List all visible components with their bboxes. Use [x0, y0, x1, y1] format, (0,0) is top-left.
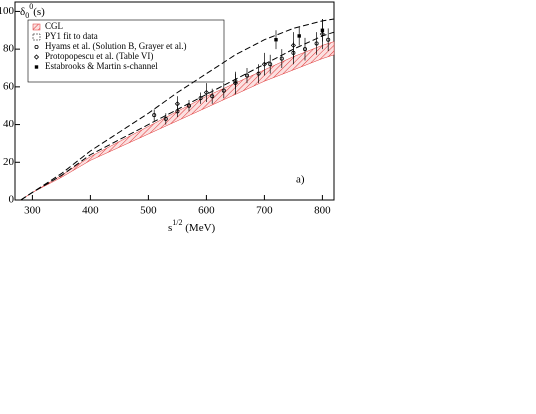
band — [20, 41, 335, 201]
legend-swatch — [32, 33, 41, 41]
x-label: s1/2 (MeV) — [168, 218, 216, 234]
y-tick-label: 0 — [9, 194, 15, 206]
point — [163, 116, 168, 121]
y-label: δ00(s) — [20, 2, 45, 20]
point — [268, 62, 273, 67]
legend-marker — [34, 65, 39, 69]
point — [244, 73, 249, 78]
x-tick-label: 300 — [24, 205, 41, 217]
point — [290, 42, 296, 48]
point — [232, 80, 238, 86]
point — [314, 41, 319, 46]
legend-label: Hyams et al. (Solution B, Grayer et al.) — [45, 41, 186, 51]
point — [261, 61, 267, 67]
legend-label: PY1 fit to data — [45, 31, 98, 41]
legend-swatch — [32, 23, 41, 31]
y-tick-label: 100 — [0, 5, 15, 17]
y-tick-label: 40 — [3, 118, 15, 130]
x-tick-label: 700 — [256, 205, 273, 217]
y-tick-label: 60 — [3, 80, 15, 92]
y-tick-label: 20 — [3, 156, 15, 168]
y-tick-label: 80 — [3, 43, 15, 55]
point — [279, 56, 284, 61]
point — [256, 71, 261, 76]
legend — [27, 19, 225, 83]
point — [326, 37, 331, 42]
x-tick-label: 800 — [314, 205, 331, 217]
plot-frame — [14, 1, 335, 201]
point — [174, 101, 180, 107]
point — [210, 94, 215, 99]
point — [274, 38, 278, 42]
x-tick-label: 400 — [82, 205, 99, 217]
point — [297, 34, 301, 38]
x-tick-label: 600 — [198, 205, 215, 217]
legend-label: Estabrooks & Martin s-channel — [45, 61, 158, 71]
legend-marker — [34, 45, 39, 50]
point — [152, 113, 157, 118]
point — [302, 47, 307, 52]
fit-line — [20, 18, 335, 201]
point — [320, 28, 325, 32]
x-tick-label: 500 — [140, 205, 157, 217]
point — [198, 96, 203, 101]
legend-label: Protopopescu et al. (Table VI) — [45, 51, 153, 61]
annotation: a) — [296, 174, 305, 186]
legend-marker — [33, 54, 40, 60]
point — [203, 89, 209, 96]
point — [221, 88, 226, 93]
legend-label: CGL — [45, 21, 63, 31]
point — [186, 103, 191, 108]
